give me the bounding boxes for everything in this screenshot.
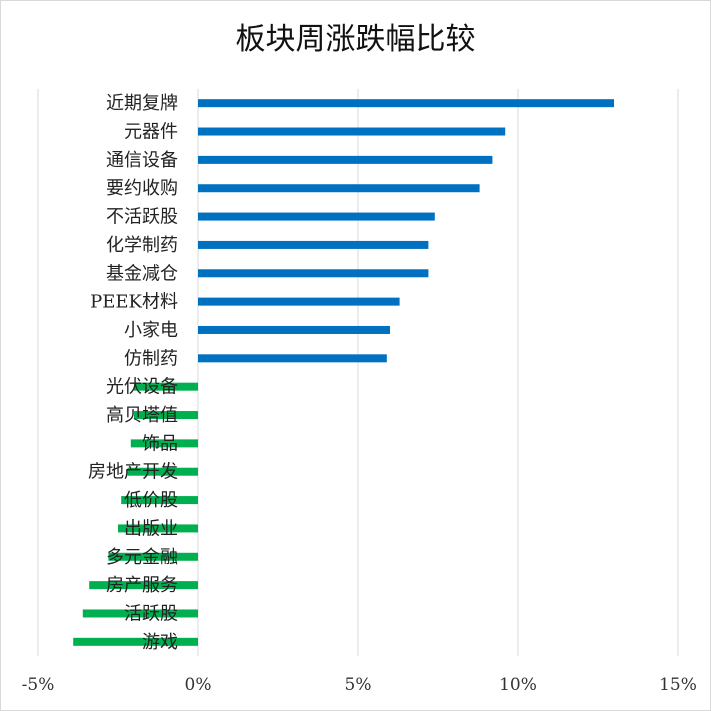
category-label: 近期复牌 [106,93,178,114]
category-label: 房地产开发 [88,462,178,483]
x-tick-label: 15% [659,675,697,695]
category-label: 多元金融 [106,547,178,568]
category-label: 元器件 [124,122,178,143]
tick-layer: -5% 0% 5% 10% 15% [22,675,697,695]
category-label: 光伏设备 [106,377,178,398]
bar [82,609,198,618]
bar [198,155,493,164]
category-label: 通信设备 [106,150,178,171]
bar [73,637,198,646]
bar [134,382,198,391]
category-label: 仿制药 [124,348,178,369]
bar [198,297,400,306]
bar [198,184,480,193]
bar [198,127,506,136]
bar [89,581,198,590]
bar [127,467,198,476]
category-label: 高贝塔值 [106,405,178,426]
category-label: 低价股 [124,490,178,511]
category-label: PEEK材料 [90,292,178,313]
bar [198,354,387,363]
bar [198,212,435,221]
bar [118,524,198,533]
x-tick-label: 5% [345,675,372,695]
grid-layer [37,89,679,656]
category-label: 出版业 [124,518,178,539]
x-tick-label: -5% [22,675,55,695]
bar [108,552,198,561]
category-label: 饰品 [142,433,178,454]
category-label: 活跃股 [124,603,178,624]
bar [198,325,390,334]
bar [121,496,198,505]
category-label: 房产服务 [106,575,178,596]
category-label: 游戏 [142,632,178,653]
category-label: 化学制药 [106,235,178,256]
bar [134,411,198,420]
bar [130,439,198,448]
category-label: 小家电 [124,320,178,341]
chart-title: 板块周涨跌幅比较 [235,22,476,57]
category-label: 基金减仓 [106,263,178,284]
bar-layer [73,99,614,646]
bar [198,269,429,278]
category-label: 要约收购 [106,178,178,199]
x-tick-label: 10% [499,675,537,695]
bar [198,99,614,108]
bar [198,240,429,249]
x-tick-label: 0% [185,675,212,695]
category-label: 不活跃股 [106,207,178,228]
